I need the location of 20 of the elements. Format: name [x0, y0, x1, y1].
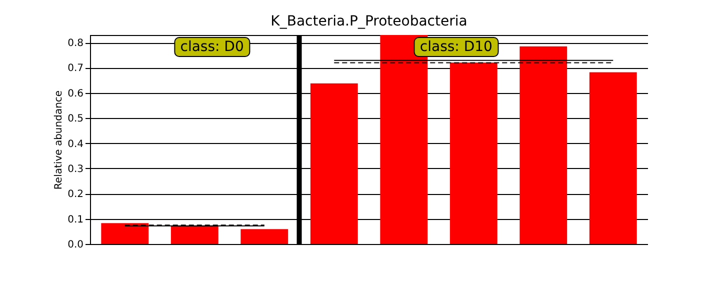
annotation: class: D0 [174, 37, 250, 57]
y-tick-label: 0.4 [67, 138, 83, 150]
y-tick-label: 0.3 [67, 163, 83, 174]
y-tick-label: 0.6 [67, 88, 83, 99]
bar [170, 225, 218, 244]
chart-title: K_Bacteria.P_Proteobacteria [270, 13, 467, 29]
bar [588, 72, 636, 244]
bar [519, 46, 567, 244]
bar [240, 228, 288, 244]
bar [310, 82, 358, 244]
bar [100, 222, 148, 244]
y-tick-label: 0.7 [67, 62, 83, 74]
y-tick-label: 0.2 [67, 188, 83, 200]
y-axis-title: Relative abundance [53, 90, 64, 190]
bar [449, 62, 497, 244]
y-tick-label: 0.0 [67, 239, 83, 250]
y-tick-label: 0.5 [67, 113, 83, 124]
annotation: class: D10 [414, 37, 498, 57]
y-tick-label: 0.8 [67, 38, 83, 49]
y-tick-label: 0.1 [67, 214, 83, 225]
